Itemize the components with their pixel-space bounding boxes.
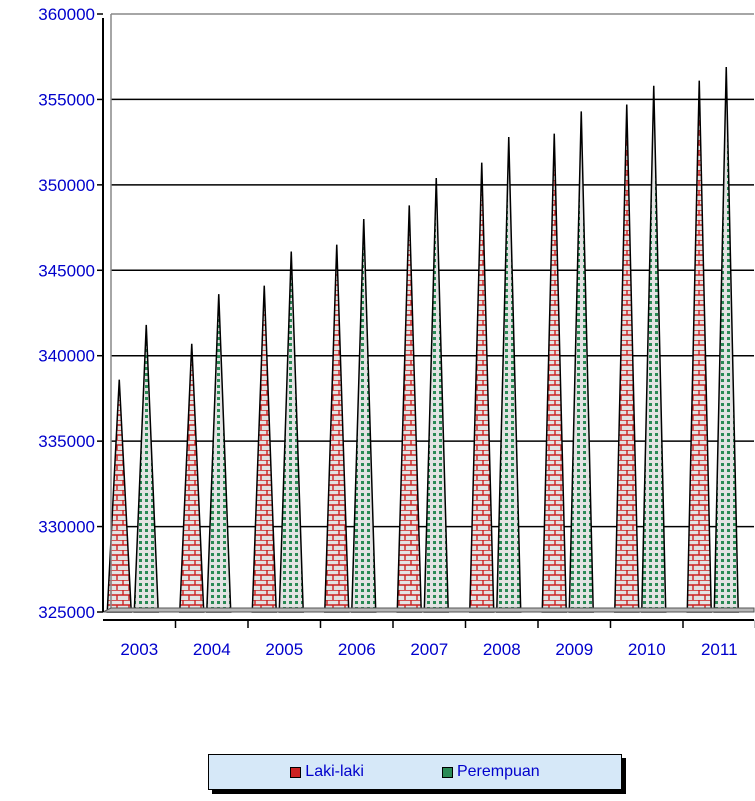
y-tick-label: 360000 [38, 5, 95, 24]
legend-swatch-perempuan [441, 766, 453, 778]
x-tick-label: 2007 [410, 640, 448, 659]
cone-laki-laki-2005 [251, 285, 278, 613]
cone-perempuan-2011 [713, 66, 740, 613]
x-tick-label: 2008 [483, 640, 521, 659]
cone-perempuan-2005 [278, 251, 305, 613]
y-tick-label: 330000 [38, 518, 95, 537]
x-tick-label: 2003 [120, 640, 158, 659]
x-tick-label: 2006 [338, 640, 376, 659]
y-axis-labels: 325000 330000 335000 340000 345000 350000 3550… [38, 5, 95, 622]
cone-laki-laki-2004 [178, 343, 205, 613]
x-tick-label: 2004 [193, 640, 231, 659]
y-tick-label: 350000 [38, 176, 95, 195]
cone-perempuan-2008 [495, 136, 522, 613]
chart-floor [102, 607, 755, 613]
legend-label-laki-laki: Laki-laki [305, 763, 364, 780]
cone-laki-laki-2006 [323, 244, 350, 613]
y-tick-label: 335000 [38, 432, 95, 451]
cone-perempuan-2004 [205, 294, 232, 613]
legend-item-laki-laki: Laki-laki [290, 763, 364, 781]
y-tick-label: 355000 [38, 90, 95, 109]
cone-perempuan-2010 [640, 85, 667, 613]
cone-laki-laki-2008 [468, 162, 495, 613]
y-tick-label: 345000 [38, 261, 95, 280]
cone-laki-laki-2010 [613, 104, 640, 613]
legend-face: Laki-laki Perempuan [208, 754, 622, 790]
legend-swatch-laki-laki [290, 766, 302, 778]
cone-laki-laki-2009 [541, 133, 568, 613]
x-tick-label: 2005 [265, 640, 303, 659]
cone-perempuan-2003 [133, 324, 160, 613]
cones [106, 66, 740, 613]
axes [97, 13, 755, 628]
cone-perempuan-2007 [423, 178, 450, 613]
y-tick-label: 325000 [38, 603, 95, 622]
x-axis-labels: 2003 2004 2005 2006 2007 2008 2009 2010 2011 [120, 640, 737, 659]
legend: Laki-laki Perempuan [208, 754, 626, 794]
x-tick-label: 2009 [555, 640, 593, 659]
x-tick-label: 2011 [701, 640, 738, 659]
legend-label-perempuan: Perempuan [456, 763, 540, 780]
cone-perempuan-2006 [350, 219, 377, 613]
x-tick-label: 2010 [628, 640, 666, 659]
cone-laki-laki-2011 [686, 80, 713, 613]
cone-laki-laki-2007 [396, 205, 423, 613]
cone-perempuan-2009 [568, 111, 595, 613]
y-tick-label: 340000 [38, 347, 95, 366]
legend-item-perempuan: Perempuan [441, 763, 540, 781]
